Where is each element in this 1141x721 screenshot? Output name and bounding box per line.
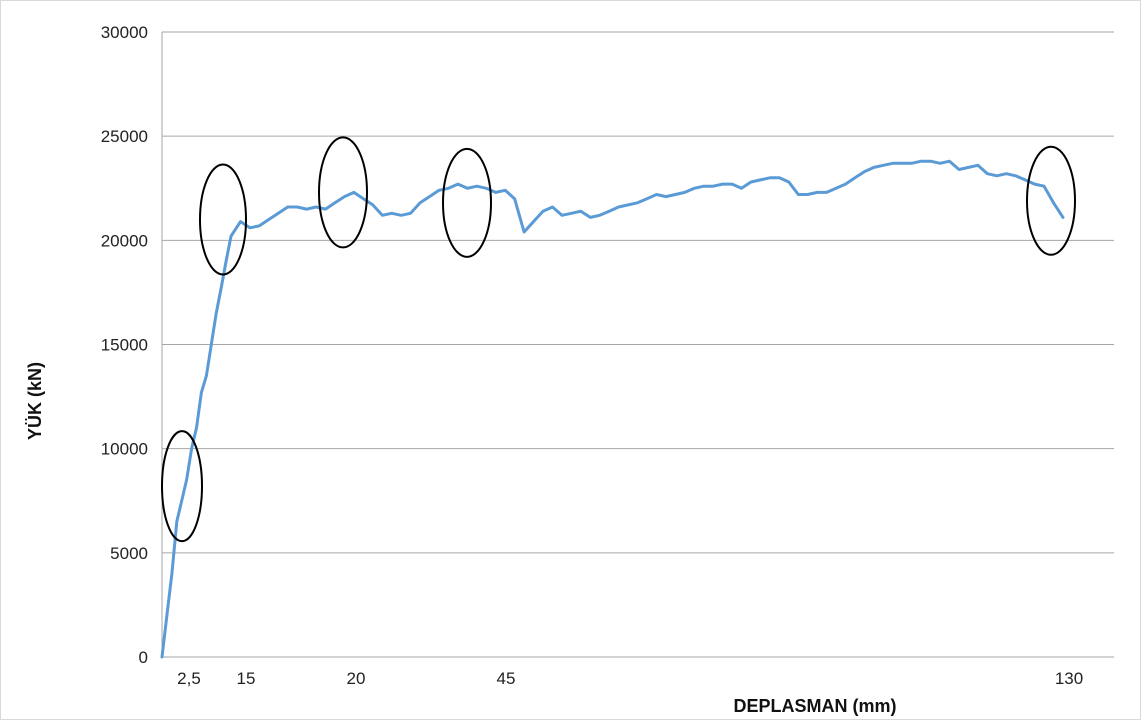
x-tick-label: 130 (1055, 669, 1083, 688)
y-tick-label: 15000 (101, 336, 148, 355)
y-axis-title: YÜK (kN) (25, 362, 45, 440)
x-tick-label: 20 (347, 669, 366, 688)
series-layer (160, 159, 1065, 659)
highlight-ellipse (318, 136, 368, 249)
highlight-ellipse (161, 430, 203, 543)
y-tick-label: 30000 (101, 23, 148, 42)
x-axis-title: DEPLASMAN (mm) (733, 696, 896, 716)
grid-layer (161, 31, 1114, 658)
x-tick-label: 45 (497, 669, 516, 688)
x-tick-label: 15 (237, 669, 256, 688)
highlight-ellipse (199, 163, 247, 276)
y-tick-label: 10000 (101, 440, 148, 459)
marker-layer (161, 136, 1076, 543)
y-tick-label: 0 (139, 648, 148, 667)
y-tick-label: 5000 (110, 544, 148, 563)
y-tick-label: 20000 (101, 231, 148, 250)
x-tick-labels: 2,5 15 20 45 130 (177, 669, 1083, 688)
highlight-ellipse (1026, 145, 1076, 256)
load-series-line (160, 159, 1065, 659)
y-tick-labels: 0 5000 10000 15000 20000 25000 30000 (101, 23, 148, 667)
highlight-ellipse (442, 147, 492, 258)
y-tick-label: 25000 (101, 127, 148, 146)
x-tick-label: 2,5 (177, 669, 201, 688)
